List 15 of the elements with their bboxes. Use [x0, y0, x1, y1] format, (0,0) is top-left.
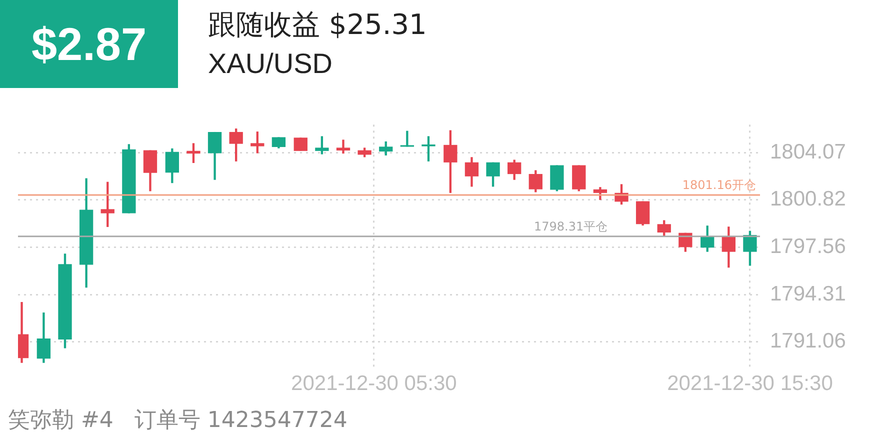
candlestick — [400, 130, 414, 147]
y-tick-label: 1804.07 — [770, 140, 846, 164]
chart-title: XAU/USD — [208, 48, 332, 80]
x-tick-label: 2021-12-30 15:30 — [667, 372, 833, 396]
y-tick-label: 1791.06 — [770, 330, 846, 353]
text: $2.87 — [0, 0, 178, 88]
ref-line-label: 1798.31平仓 — [534, 220, 608, 234]
y-tick-label: 1800.82 — [770, 188, 846, 211]
chart-subtitle: 跟随收益 $25.31 — [208, 7, 427, 43]
text: 笑弥勒 #4 订单号 1423547724 — [8, 408, 348, 433]
candlestick — [336, 140, 350, 154]
y-tick-label: 1794.31 — [770, 282, 846, 306]
y-tick-label: 1797.56 — [770, 235, 846, 258]
x-tick-label: 2021-12-30 05:30 — [291, 372, 457, 396]
ref-line-label: 1801.16开仓 — [682, 178, 756, 192]
